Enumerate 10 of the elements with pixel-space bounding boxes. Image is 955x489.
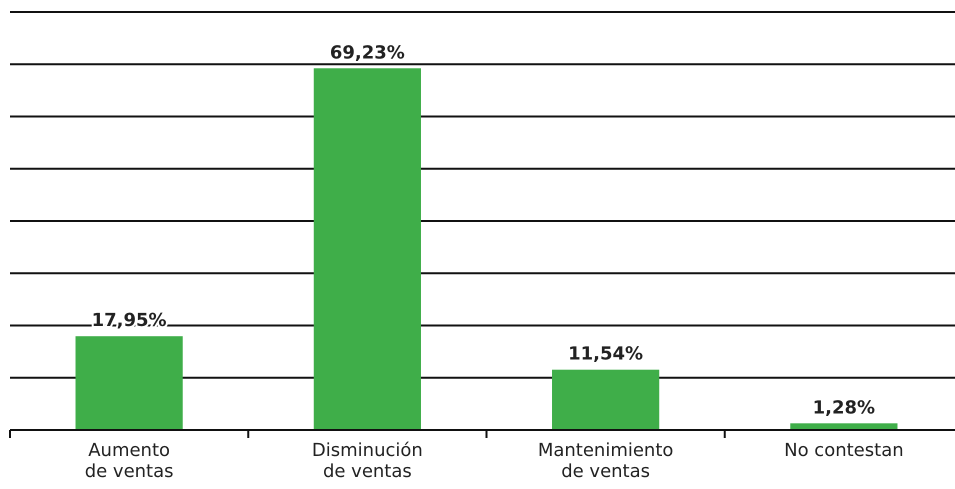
x-tick-label: No contestan xyxy=(784,440,904,461)
bar xyxy=(552,370,660,430)
bar xyxy=(314,68,421,430)
data-label: 69,23% xyxy=(330,42,405,64)
bar xyxy=(76,336,183,430)
data-label: 1,28% xyxy=(812,397,876,418)
x-tick-label: Disminución de ventas xyxy=(312,440,423,482)
x-tick-label: Mantenimiento de ventas xyxy=(538,440,674,482)
x-tick-label: Aumento de ventas xyxy=(84,440,174,482)
data-label: 11,54% xyxy=(568,344,644,365)
